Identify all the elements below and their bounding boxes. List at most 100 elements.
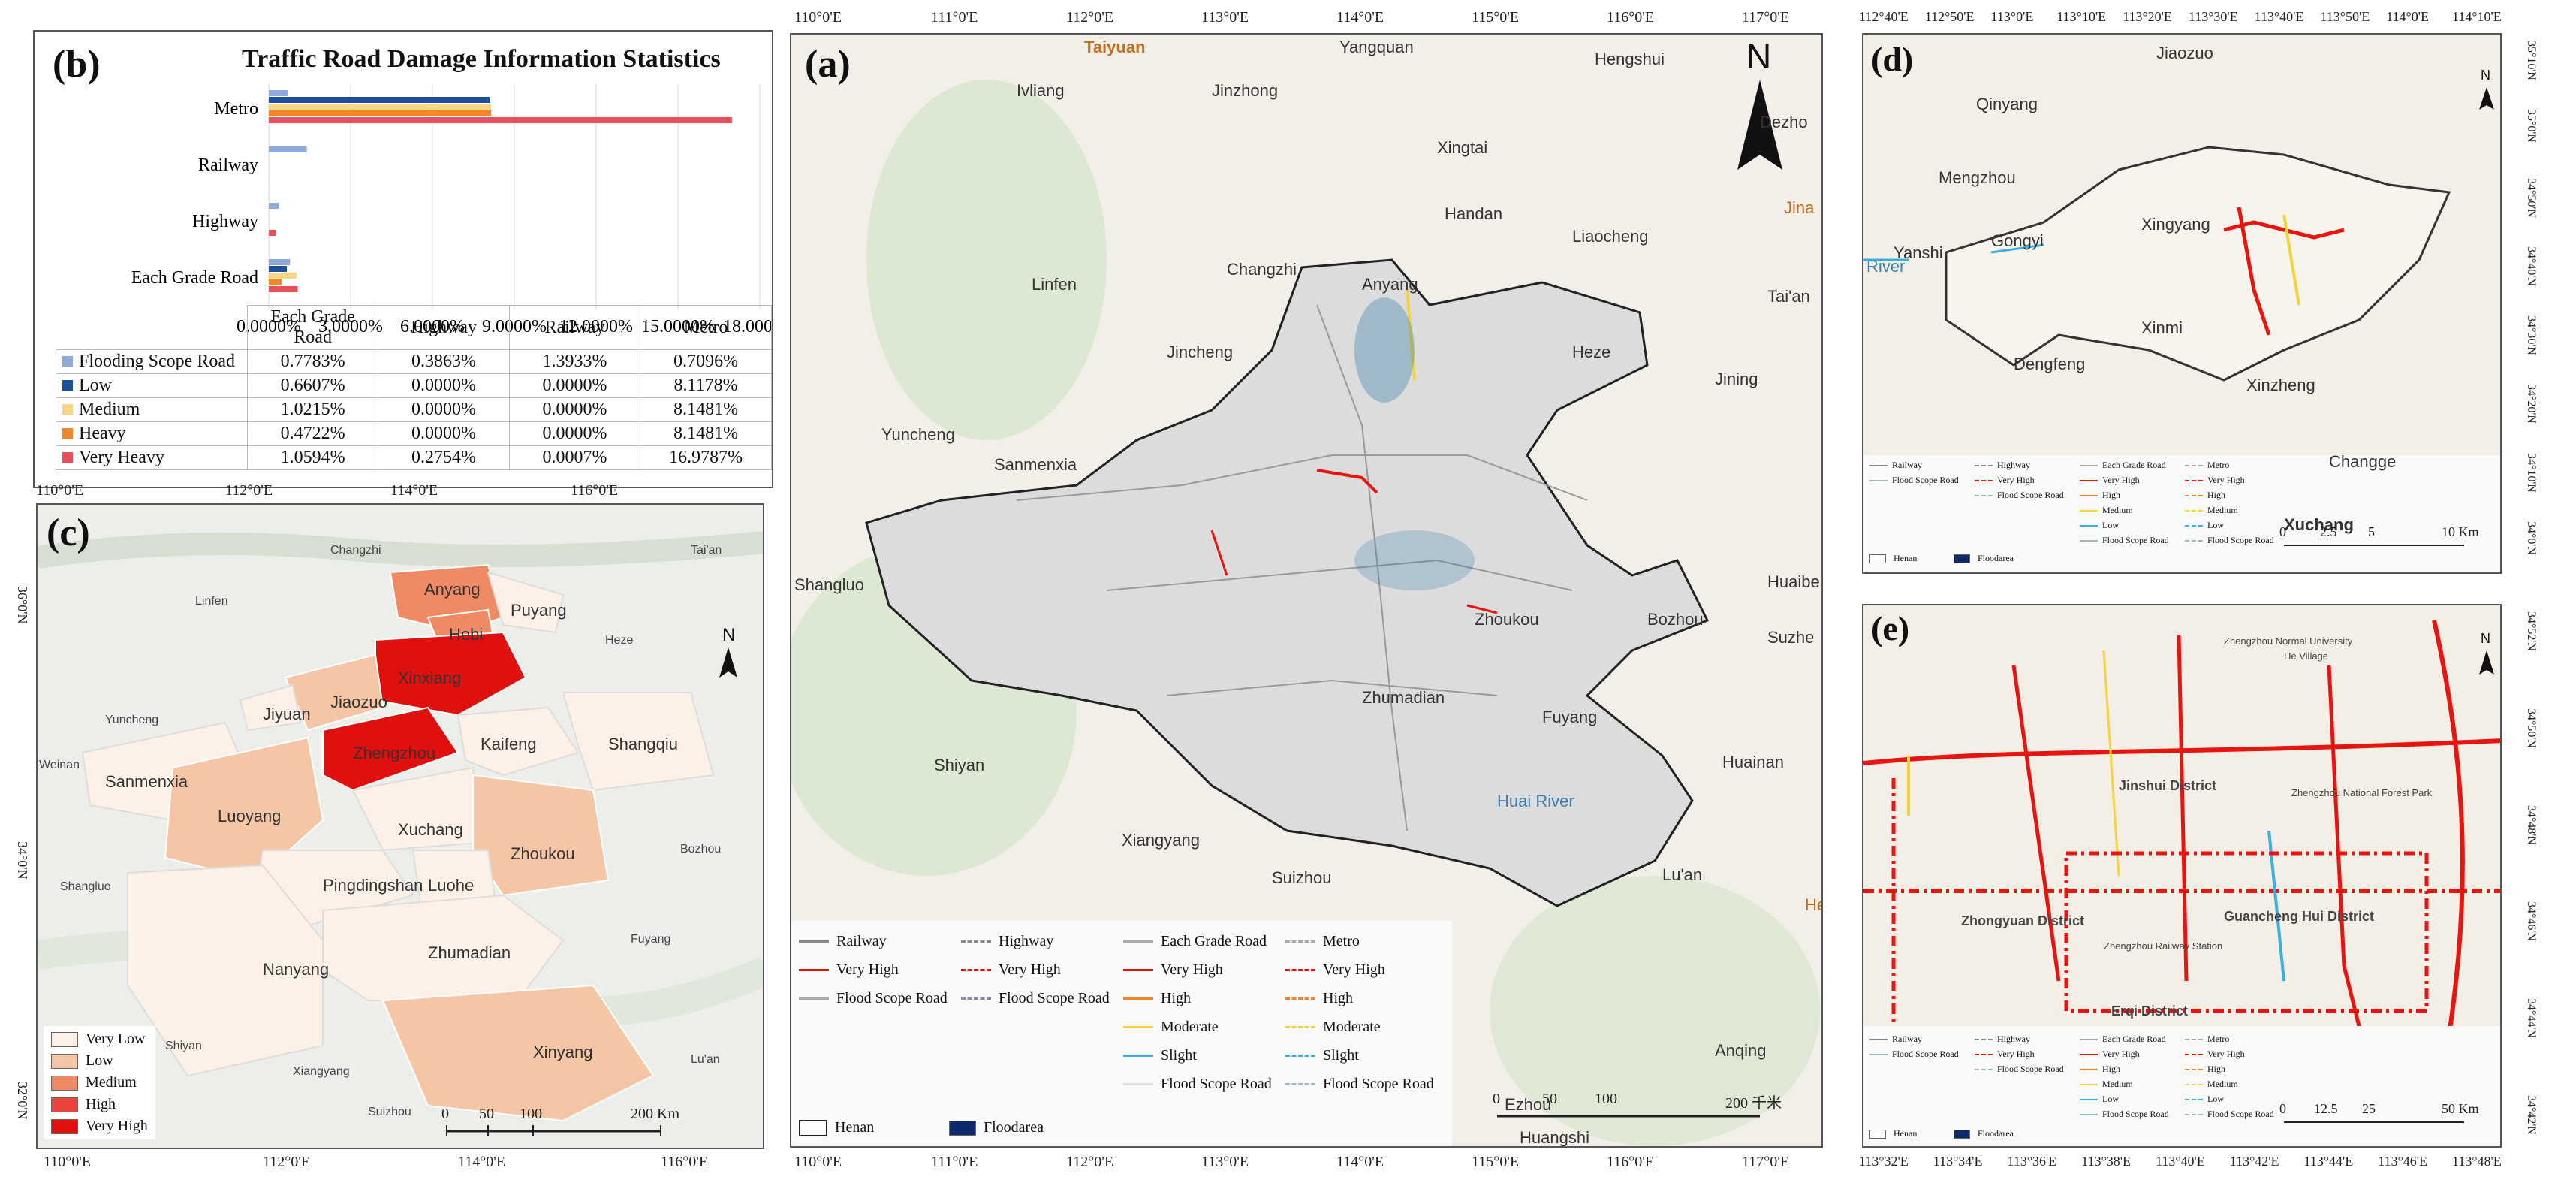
lon-tick-label: 114°10'E — [2452, 9, 2502, 24]
legend-label: Medium — [2102, 1079, 2133, 1089]
small-legend-item: Flood Scope Road — [1975, 1064, 2064, 1075]
scale-c-0: 0 — [441, 1106, 449, 1122]
prefecture-jiyuan — [239, 684, 302, 732]
legend-label: Slight — [1161, 1047, 1197, 1064]
lon-tick-label: 113°10'E — [2056, 9, 2107, 24]
scale-d-0: 0 — [2279, 524, 2286, 539]
place-jining: Jining — [1715, 370, 1758, 388]
c-lon-top-3: 116°0'E — [571, 482, 619, 499]
table-header: Metro — [640, 305, 772, 350]
d-place-jiaozuo: Jiaozuo — [2156, 44, 2213, 62]
legend-label: Low — [2207, 520, 2224, 530]
bar — [269, 266, 288, 272]
a-lon-5: 115°0'E — [1472, 9, 1520, 26]
lon-tick-label: 113°36'E — [2007, 1154, 2057, 1169]
city-luohe: Luohe — [428, 876, 475, 895]
small-legend-item: Highway — [1975, 1034, 2030, 1045]
legend-line — [2080, 1038, 2098, 1040]
road-legend: Railway Highway Each Grade Road Metro Very H… — [791, 933, 1452, 1113]
table-cell: 0.0000% — [508, 397, 641, 422]
table-row: Very Heavy 1.0594% 0.2754% 0.0007% 16.9787% — [56, 445, 772, 470]
place-huangshi: Huangshi — [1520, 1128, 1589, 1147]
c-lon-top-1: 112°0'E — [225, 482, 273, 499]
small-legend-item: Very High — [2185, 1049, 2245, 1060]
ctx-weinan: Weinan — [39, 759, 80, 771]
lon-tick-label: 113°46'E — [2378, 1154, 2428, 1169]
place-dezho: Dezho — [1760, 113, 1808, 131]
legend-line — [2080, 479, 2098, 481]
panel-a-letter: (a) — [805, 43, 851, 86]
legend-line — [2080, 1083, 2098, 1085]
ctx-heze: Heze — [605, 634, 634, 647]
e-place-guancheng: Guancheng Hui District — [2224, 909, 2375, 924]
d-place-xinmi: Xinmi — [2141, 318, 2183, 337]
legend-line — [1869, 1038, 1888, 1040]
legend-label: Flood Scope Road — [2102, 1109, 2169, 1119]
north-label-d: N — [2481, 68, 2490, 83]
table-cell: 0.7096% — [640, 349, 772, 374]
place-shiyan: Shiyan — [934, 756, 985, 774]
small-legend-item: Each Grade Road — [2080, 460, 2166, 471]
bar — [269, 146, 307, 152]
legend-label: Flood Scope Road — [2102, 535, 2169, 545]
small-legend-item: Very High — [2080, 475, 2140, 486]
table-cell: 8.1481% — [640, 397, 772, 422]
legend-label: Medium — [2207, 505, 2238, 515]
legend-label: Very High — [1323, 961, 1385, 978]
category-label: Metro — [214, 99, 258, 119]
place-zhoukou: Zhoukou — [1475, 610, 1539, 629]
prefecture-kaifeng — [456, 706, 580, 777]
scale-a-50: 50 — [1542, 1091, 1557, 1107]
legend-line — [2080, 509, 2098, 512]
small-legend-item: Medium — [2185, 505, 2238, 516]
scale-c-200: 200 Km — [631, 1106, 679, 1122]
legend-line — [2080, 1113, 2098, 1115]
a-lon-6: 116°0'E — [1607, 9, 1655, 26]
d-place-xuchang: Xuchang — [2284, 515, 2354, 534]
a-lon-b-6: 116°0'E — [1607, 1154, 1655, 1170]
small-legend-item: Flood Scope Road — [2080, 1109, 2169, 1120]
road-legend-item: Flood Scope Road — [1123, 1076, 1272, 1093]
table-cell: 8.1481% — [640, 421, 772, 446]
row-label: Very Heavy — [56, 445, 248, 470]
panel-c-letter: (c) — [47, 512, 90, 554]
legend-line — [2185, 479, 2203, 481]
d-lon-ticks: 112°40'E 112°50'E 113°0'E 113°10'E 113°20'E 1… — [1859, 9, 2505, 27]
road-legend-item: Very High — [799, 961, 899, 979]
c-lat-1: 34°0'N — [15, 841, 30, 880]
table-cell: 0.3863% — [378, 349, 510, 374]
legend-line — [2080, 1068, 2098, 1070]
lat-tick-label: 34°50'N — [2525, 708, 2538, 748]
north-arrow-a — [1737, 80, 1782, 170]
legend-line — [1285, 997, 1315, 1000]
scale-a-200: 200 千米 — [1725, 1095, 1782, 1112]
scale-e-0: 0 — [2279, 1101, 2286, 1116]
legend-line — [2185, 1113, 2203, 1115]
e-place-jinshui: Jinshui District — [2119, 778, 2217, 793]
lon-tick-label: 113°44'E — [2303, 1154, 2354, 1169]
table-cell: 0.6607% — [246, 373, 379, 398]
small-legend-item: Very High — [2185, 475, 2245, 486]
legend-label: Railway — [836, 933, 887, 949]
table-cell: 0.0000% — [508, 373, 641, 398]
lon-tick-label: 112°50'E — [1924, 9, 1975, 24]
road-legend-item: Flood Scope Road — [961, 990, 1110, 1007]
table-row: Medium 1.0215% 0.0000% 0.0000% 8.1481% — [56, 397, 772, 422]
panel-d-letter: (d) — [1871, 40, 1914, 78]
legend-label: Low — [2207, 1094, 2224, 1104]
legend-line — [961, 940, 991, 943]
city-anyang: Anyang — [424, 580, 481, 599]
lon-tick-label: 113°34'E — [1933, 1154, 1983, 1169]
place-linfen: Linfen — [1032, 275, 1077, 294]
legend-line — [1123, 997, 1153, 1000]
legend-line — [1285, 1026, 1315, 1028]
place-zhumadian: Zhumadian — [1362, 688, 1445, 707]
legend-line — [2185, 1083, 2203, 1085]
place-anyang: Anyang — [1362, 275, 1418, 294]
lat-tick-label: 34°44'N — [2525, 998, 2538, 1039]
a-lon-7: 117°0'E — [1742, 9, 1790, 26]
lon-tick-label: 113°38'E — [2081, 1154, 2132, 1169]
place-liaocheng: Liaocheng — [1572, 227, 1649, 246]
table-header: Each Grade Road — [246, 305, 379, 350]
table-cell: 0.4722% — [246, 421, 379, 446]
